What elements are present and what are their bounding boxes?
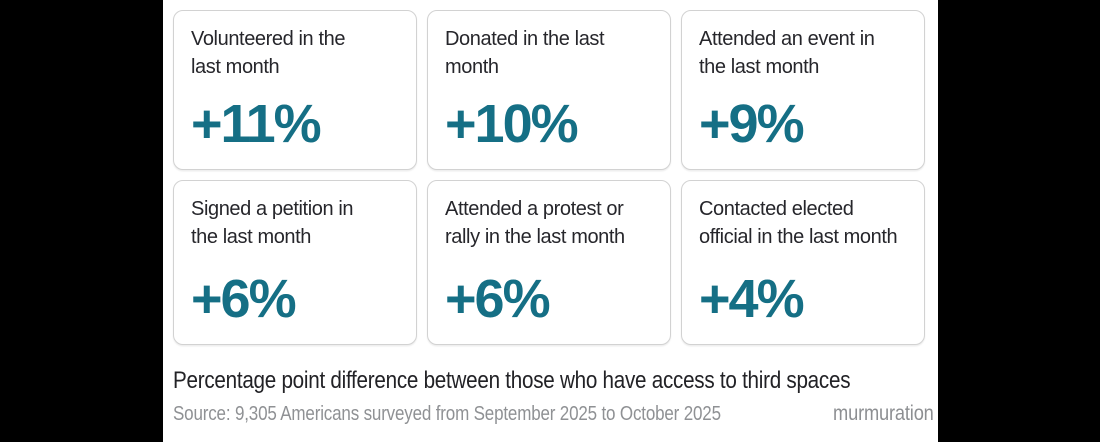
- stat-card-label: Attended an event in the last month: [699, 28, 875, 78]
- brand-wordmark: murmuration: [832, 402, 934, 425]
- stat-card-label: Donated in the last month: [445, 28, 605, 78]
- stat-card-label: Signed a petition in the last month: [191, 198, 354, 248]
- stat-card-label: Contacted elected official in the last m…: [699, 198, 898, 248]
- stat-card-attended-protest: Attended a protest or rally in the last …: [427, 180, 671, 345]
- footer: Percentage point difference between thos…: [163, 345, 938, 426]
- stat-card-value: +9%: [699, 93, 805, 154]
- stat-card-signed-petition: Signed a petition in the last month +6%: [173, 180, 417, 345]
- stat-card-value: +6%: [445, 268, 551, 329]
- stat-card-value: +6%: [191, 268, 297, 329]
- stat-card-donated: Donated in the last month +10%: [427, 10, 671, 170]
- stat-card-attended-event: Attended an event in the last month +9%: [681, 10, 925, 170]
- stat-card-volunteered: Volunteered in the last month +11%: [173, 10, 417, 170]
- source-note: Source: 9,305 Americans surveyed from Se…: [173, 403, 721, 425]
- source-row: Source: 9,305 Americans surveyed from Se…: [173, 402, 933, 426]
- infographic-canvas: Volunteered in the last month +11% Donat…: [163, 0, 938, 442]
- stat-card-label: Attended a protest or rally in the last …: [445, 198, 625, 248]
- stat-card-contacted-official: Contacted elected official in the last m…: [681, 180, 925, 345]
- stat-card-value: +4%: [699, 268, 805, 329]
- chart-caption: Percentage point difference between thos…: [173, 367, 851, 394]
- stat-card-value: +11%: [191, 93, 322, 154]
- stat-card-grid: Volunteered in the last month +11% Donat…: [163, 0, 938, 345]
- stat-card-label: Volunteered in the last month: [191, 28, 346, 78]
- stat-card-value: +10%: [445, 93, 579, 154]
